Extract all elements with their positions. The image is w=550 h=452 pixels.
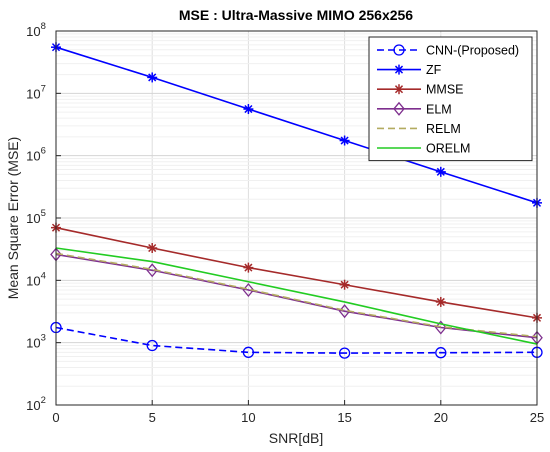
legend-label: RELM (426, 122, 461, 136)
series-relm (55, 252, 538, 338)
x-tick-label: 5 (149, 410, 156, 425)
x-tick-label: 15 (337, 410, 351, 425)
legend-label: ELM (426, 102, 452, 116)
series-line (55, 326, 538, 354)
x-tick-label: 25 (530, 410, 544, 425)
legend-label: ZF (426, 63, 442, 77)
legend-marker (394, 64, 404, 75)
y-tick-label: 106 (26, 146, 46, 164)
legend-label: CNN-(Proposed) (426, 44, 519, 58)
series-cnn-proposed (50, 321, 543, 359)
legend-entry: RELM (377, 122, 461, 136)
data-point (435, 166, 446, 177)
x-tick-label: 20 (434, 410, 448, 425)
legend-entry: CNN-(Proposed) (377, 44, 519, 58)
data-point (339, 135, 350, 146)
legend-marker (393, 44, 405, 56)
y-tick-label: 103 (26, 333, 46, 351)
series-orelm (55, 247, 538, 345)
data-point (243, 104, 254, 115)
data-point (339, 279, 350, 290)
x-tick-label: 10 (241, 410, 255, 425)
legend: CNN-(Proposed) ZF MMSE ELM RELM ORELM (368, 36, 533, 162)
legend-marker (393, 101, 405, 116)
series-line (55, 247, 538, 345)
legend-marker (394, 84, 404, 95)
legend-entry: ELM (377, 101, 452, 116)
data-point (242, 346, 255, 358)
data-point (146, 339, 158, 352)
series-group (50, 42, 543, 359)
series-line (55, 252, 538, 338)
y-tick-label: 104 (26, 270, 46, 288)
data-point (147, 72, 158, 83)
y-axis-title: Mean Square Error (MSE) (5, 137, 21, 300)
data-point (435, 347, 447, 359)
x-axis-title: SNR[dB] (269, 430, 323, 446)
y-tick-label: 108 (26, 21, 46, 39)
legend-box (368, 36, 533, 162)
chart-title: MSE : Ultra-Massive MIMO 256x256 (179, 7, 413, 23)
data-point (147, 243, 158, 254)
legend-entry: ZF (377, 63, 442, 77)
legend-entry: MMSE (377, 83, 464, 97)
x-tick-label: 0 (52, 410, 59, 425)
legend-label: MMSE (426, 83, 464, 97)
y-tick-label: 107 (26, 83, 46, 101)
data-point (243, 262, 254, 273)
y-tick-label: 105 (26, 208, 46, 226)
data-point (338, 347, 351, 359)
legend-entry: ORELM (377, 142, 470, 156)
series-line (55, 226, 538, 319)
series-line (55, 46, 538, 204)
ticks: 0 5 10 15 20 25 102 103 104 105 106 107 108 (26, 21, 544, 425)
data-point (435, 296, 446, 307)
y-tick-label: 102 (26, 395, 46, 413)
legend-label: ORELM (426, 142, 470, 156)
